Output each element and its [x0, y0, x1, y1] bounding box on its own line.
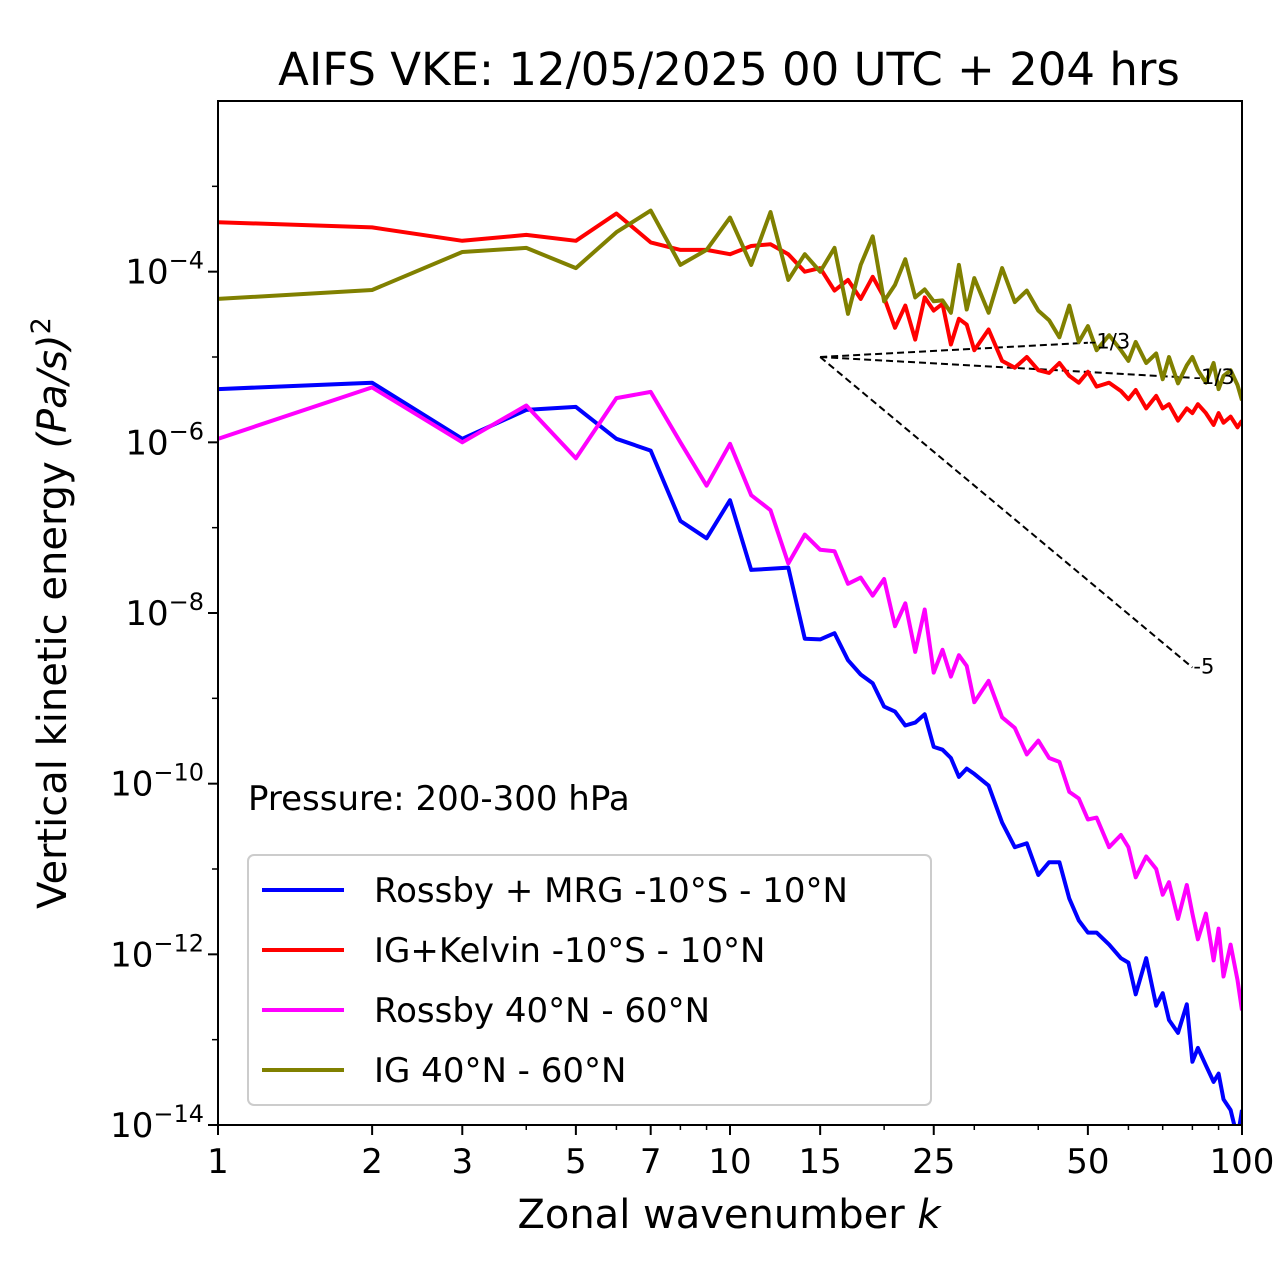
reference-line-label-3: -5	[1193, 654, 1214, 678]
legend-box	[247, 854, 932, 1106]
x-tick-label: 15	[799, 1142, 842, 1182]
x-axis-label: Zonal wavenumber k	[517, 1192, 942, 1238]
x-axis: 1 2 3 5 7 10 15 25 50 100	[207, 1125, 1274, 1182]
x-tick-label: 2	[361, 1142, 383, 1182]
legend-label-3: Rossby 40°N - 60°N	[374, 991, 710, 1031]
pressure-annotation: Pressure: 200-300 hPa	[248, 779, 630, 819]
reference-line-3	[819, 356, 1194, 669]
reference-line-label-1: -1/3	[1089, 330, 1130, 354]
reference-line-label-2: -1/3	[1193, 365, 1234, 389]
y-axis: 10−4 10−6 10−8 10−10 10−12 10−14	[110, 185, 218, 1146]
legend-label-2: IG+Kelvin -10°S - 10°N	[374, 931, 765, 971]
reference-lines	[819, 341, 1194, 669]
plot-area	[218, 208, 1242, 1125]
series-line-3	[218, 385, 1242, 1011]
legend-label-4: IG 40°N - 60°N	[374, 1051, 626, 1091]
series-line-4	[218, 208, 1242, 401]
y-tick-label: 10−8	[125, 588, 204, 634]
y-axis-label: Vertical kinetic energy (Pa/s)2	[26, 317, 76, 909]
x-tick-label: 100	[1210, 1142, 1275, 1182]
y-tick-label: 10−12	[110, 929, 204, 975]
legend: Rossby + MRG -10°S - 10°N IG+Kelvin -10°S…	[247, 854, 932, 1106]
chart-title: AIFS VKE: 12/05/2025 00 UTC + 204 hrs	[278, 43, 1180, 96]
x-tick-label: 25	[912, 1142, 955, 1182]
y-tick-label: 10−14	[110, 1100, 204, 1146]
series-line-1	[218, 380, 1242, 1125]
x-tick-label: 10	[708, 1142, 751, 1182]
legend-label-1: Rossby + MRG -10°S - 10°N	[374, 871, 848, 911]
x-tick-label: 3	[451, 1142, 473, 1182]
reference-line-labels: -1/3 -1/3 -5	[1089, 330, 1235, 679]
x-tick-label: 50	[1066, 1142, 1109, 1182]
y-tick-label: 10−10	[110, 759, 204, 805]
data-series	[218, 208, 1242, 1125]
reference-line-1	[820, 341, 1088, 358]
x-tick-label: 7	[640, 1142, 662, 1182]
series-line-2	[218, 211, 1242, 430]
reference-line-2	[820, 356, 1193, 379]
y-tick-label: 10−6	[125, 417, 204, 463]
y-tick-label: 10−4	[125, 247, 204, 293]
x-tick-label: 1	[207, 1142, 229, 1182]
x-tick-label: 5	[565, 1142, 587, 1182]
